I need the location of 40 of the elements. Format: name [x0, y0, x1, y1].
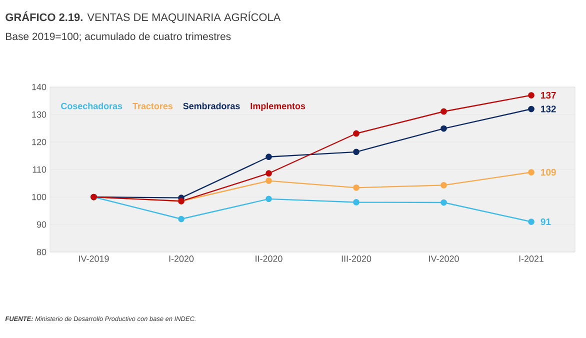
point — [353, 148, 360, 156]
point — [440, 182, 447, 188]
point — [528, 169, 534, 176]
x-tick-label: III-2020 — [342, 256, 372, 262]
point — [353, 130, 360, 137]
chart-subtitle: Base 2019=100; acumulado de cuatro trimestres — [6, 32, 231, 42]
data-label: 132 — [541, 106, 556, 112]
y-tick-label: 80 — [36, 248, 46, 256]
point — [440, 199, 447, 206]
x-tick-label: IV-2020 — [429, 256, 459, 262]
y-tick-label: 90 — [36, 221, 46, 228]
x-tick-label: I-2020 — [169, 256, 194, 262]
y-tick-label: 100 — [32, 194, 46, 200]
point — [528, 92, 534, 98]
point — [266, 154, 272, 160]
text: Implementos — [250, 102, 306, 111]
point — [440, 108, 447, 115]
data-label: 91 — [540, 218, 551, 226]
text: Cosechadoras — [61, 102, 122, 110]
y-tick-label: 110 — [32, 166, 46, 173]
point — [528, 106, 534, 112]
data-label: 137 — [541, 92, 556, 99]
point — [266, 178, 272, 184]
x-tick-label: I-2021 — [519, 256, 544, 262]
x-tick-label: II-2020 — [256, 256, 282, 262]
y-tick-label: 130 — [32, 111, 46, 118]
point — [266, 170, 272, 177]
point — [353, 199, 360, 206]
point — [266, 196, 272, 202]
chart-title: GRÁFICO 2.19. VENTAS DE MAQUINARIA AGRÍCOLA — [6, 11, 281, 24]
x-tick-label: IV-2019 — [79, 256, 109, 262]
y-tick-label: 120 — [32, 138, 46, 146]
point — [528, 218, 534, 225]
point — [440, 125, 447, 132]
data-label: 109 — [541, 168, 556, 176]
point — [178, 216, 184, 222]
text: Sembradoras — [183, 102, 240, 110]
text: Tractores — [132, 102, 173, 110]
point — [353, 184, 360, 191]
y-tick-label: 140 — [32, 84, 46, 90]
